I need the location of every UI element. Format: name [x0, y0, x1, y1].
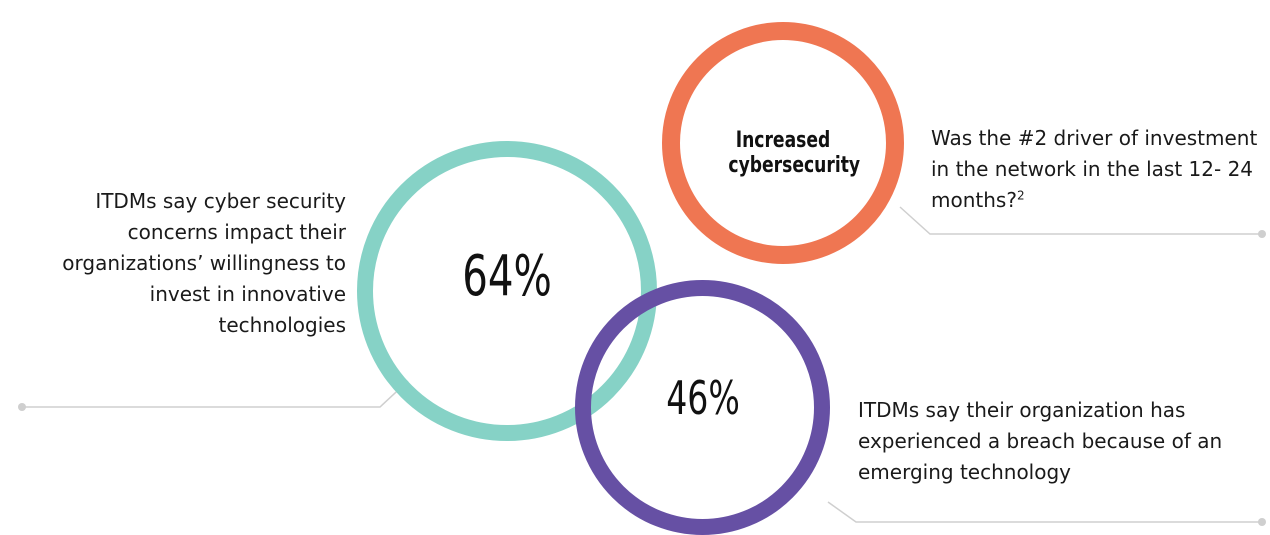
footnote-marker: 2 [1016, 188, 1025, 203]
stat-value-64: 64% [462, 244, 552, 309]
highlight-description-text: Was the #2 driver of investment in the n… [931, 126, 1258, 212]
highlight-label-line1: Increased [735, 128, 831, 153]
stat-description-46: ITDMs say their organization has experie… [858, 398, 1223, 484]
stat-value-46: 46% [666, 371, 740, 425]
connector-right [899, 206, 1266, 238]
connector-bottom-dot [1258, 518, 1266, 526]
connector-left [18, 380, 409, 411]
connector-bottom [827, 501, 1266, 526]
highlight-label-line2: cybersecurity [728, 153, 861, 178]
stat-description-64: ITDMs say cyber security concerns impact… [62, 189, 346, 337]
highlight-label: Increased cybersecurity [728, 128, 861, 178]
connector-left-dot [18, 403, 26, 411]
highlight-description: Was the #2 driver of investment in the n… [931, 123, 1261, 216]
connector-right-dot [1258, 230, 1266, 238]
